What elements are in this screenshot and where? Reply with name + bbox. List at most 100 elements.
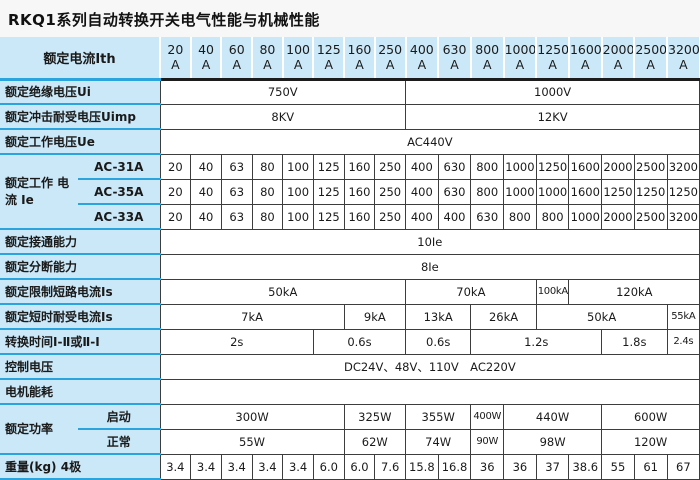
spec-table-head: 额定电流Ith 20 A 40 A 60 A 80 A 100 A 125 A 160 A 250 A 400 A 6… [0,37,700,81]
table-cell: 250 [374,178,406,205]
header-col-100A: 100 A [281,37,315,81]
row-label: 额定冲击耐受电压Uimp [0,104,160,130]
row-sublabel: AC-33A [78,204,160,230]
table-cell: 100kA [535,278,570,305]
table-cell: 2s [159,328,314,355]
table-cell: 9kA [343,303,407,330]
table-cell: 400 [405,178,439,205]
table-cell: 2500 [633,153,668,180]
table-cell: 80 [251,153,284,180]
header-col-2500A: 2500 A [633,37,668,81]
table-cell: 13kA [404,303,472,330]
table-cell: 100 [282,203,314,230]
table-cell: 10Ie [159,228,700,255]
table-cell: 38.6 [568,453,603,480]
row-label: 额定短时耐受电流Is [0,304,160,330]
table-cell: 125 [312,203,345,230]
row-sublabel: AC-35A [78,179,160,205]
rating-value: 1600 [569,41,602,57]
table-cell: 2000 [601,153,635,180]
table-cell: 1250 [633,178,668,205]
table-cell: 1250 [601,178,635,205]
rating-value: 160 [347,41,372,57]
row-label: 控制电压 [0,354,160,380]
table-cell: 800 [503,203,537,230]
rating-unit: A [263,57,272,73]
table-row: 额定绝缘电压Ui 750V 1000V [0,78,700,105]
table-row: 额定接通能力 10Ie [0,228,700,255]
row-group-label: 额定工作 电流 Ie [0,154,78,230]
spec-table-body: 额定绝缘电压Ui 750V 1000V 额定冲击耐受电压Uimp 8KV 12KV 额定工作… [0,78,700,480]
rating-unit: A [385,57,395,73]
header-col-250A: 250 A [373,37,407,81]
table-cell: 125 [312,178,345,205]
table-cell: 36 [470,453,505,480]
table-cell: 16.8 [437,453,472,480]
table-row: 额定短时耐受电流Is 7kA 9kA 13kA 26kA 50kA 55kA [0,303,700,330]
header-col-630A: 630 A [437,37,472,81]
table-cell: 630 [437,178,472,205]
table-cell: 3200 [666,203,700,230]
rating-unit: A [613,57,623,73]
table-cell: 63 [220,178,253,205]
table-cell: AC440V [159,128,700,155]
table-cell: 7.6 [374,453,406,480]
rating-value: 100 [286,41,311,57]
table-cell: 0.6s [312,328,407,355]
table-cell: 80 [251,178,284,205]
rating-unit: A [450,57,459,73]
table-cell: 1250 [666,178,700,205]
table-cell: 2.4s [666,328,700,355]
header-col-20A: 20 A [159,37,192,81]
table-cell: 400 [437,203,472,230]
table-cell: 55W [159,428,345,455]
table-cell: 62W [343,428,407,455]
table-row: 额定限制短路电流Is 50kA 70kA 100kA 120kA [0,278,700,305]
rating-unit: A [171,57,180,73]
header-col-125A: 125 A [312,37,346,81]
header-label-cell: 额定电流Ith [0,37,160,81]
table-cell: 400W [470,403,505,430]
table-row: 额定分断能力 8Ie [0,253,700,280]
header-col-80A: 80 A [251,37,284,81]
table-cell: 40 [190,178,222,205]
table-cell: 1600 [568,178,603,205]
table-cell: 12KV [404,103,700,130]
rating-unit: A [417,57,427,73]
table-cell: 325W [343,403,407,430]
table-cell: 70kA [405,278,537,305]
row-label: 额定接通能力 [0,229,160,255]
row-group-label: 额定功率 [0,404,78,455]
table-cell: 1000V [404,78,700,105]
table-cell: 61 [633,453,668,480]
table-row: 电机能耗 [0,378,700,405]
table-cell: 630 [470,203,505,230]
header-col-400A: 400 A [404,37,440,81]
table-cell: 20 [159,203,192,230]
rating-value: 3200 [668,41,700,57]
header-col-3200A: 3200 A [666,37,700,81]
rating-value: 2000 [602,41,635,57]
table-cell: 750V [159,78,406,105]
rating-value: 40 [198,41,214,57]
table-cell: 40 [190,153,222,180]
header-col-800A: 800 A [469,37,505,81]
header-col-60A: 60 A [220,37,254,81]
row-label: 电机能耗 [0,379,160,405]
table-cell: 630 [437,153,472,180]
rating-value: 2500 [635,41,667,57]
table-cell: 63 [220,153,253,180]
table-cell: 2500 [633,203,668,230]
row-label: 重量(kg) 4极 [0,454,160,480]
row-sublabel: AC-31A [78,154,160,180]
table-cell: 26kA [470,303,537,330]
table-cell: 800 [470,178,505,205]
table-cell: 355W [404,403,472,430]
rating-unit: A [324,57,334,73]
table-cell: DC24V、48V、110V AC220V [159,353,700,380]
row-label: 额定绝缘电压Ui [0,79,160,105]
table-cell: 120W [601,428,700,455]
header-col-40A: 40 A [189,37,223,81]
table-cell [159,378,700,405]
